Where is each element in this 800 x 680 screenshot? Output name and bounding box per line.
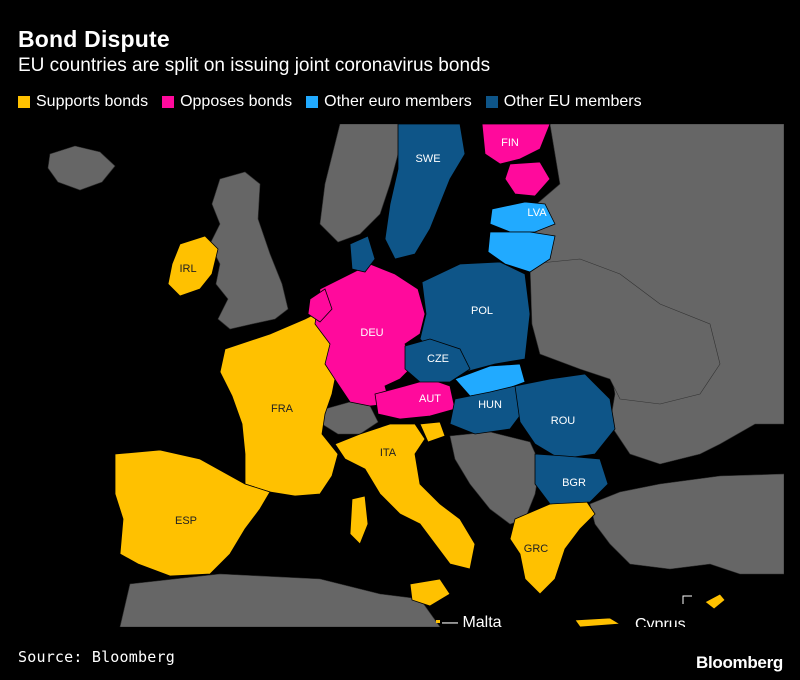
legend: Supports bonds Opposes bonds Other euro … [18,93,656,111]
country-grc-crete [574,617,622,627]
country-cze [404,338,471,383]
country-ita-sardinia [349,495,369,545]
country-est [504,161,551,197]
label-pol: POL [471,305,493,317]
country-nld [307,288,333,323]
country-slo-hrv [419,421,446,443]
legend-swatch-other-euro [306,96,319,108]
legend-item-supports: Supports bonds [18,93,148,111]
legend-item-other-euro: Other euro members [306,93,472,111]
label-bgr: BGR [562,477,586,489]
legend-item-opposes: Opposes bonds [162,93,292,111]
country-deu [314,263,426,407]
non-eu-switzerland [321,401,379,435]
label-grc: GRC [524,543,549,555]
country-swe [384,124,466,260]
legend-label-other-eu: Other EU members [503,93,642,110]
callout-malta: — Malta [442,614,502,627]
chart-title: Bond Dispute [18,26,170,52]
country-hun [449,385,526,435]
non-eu-uk [209,171,289,330]
label-lva: LVA [527,207,547,219]
non-eu-ukraine [529,258,721,405]
label-rou: ROU [551,415,576,427]
country-ita-sicily [409,578,451,607]
callout-cyprus-line [682,595,692,604]
label-hun: HUN [478,399,502,411]
country-rou [514,373,616,460]
legend-item-other-eu: Other EU members [485,93,642,111]
non-eu-balkans [449,431,541,525]
non-eu-africa [119,573,441,627]
legend-swatch-other-eu [485,96,498,108]
legend-label-other-euro: Other euro members [324,93,472,110]
country-lva [489,201,556,233]
europe-map: IRL FRA ESP ITA GRC DEU AUT FIN LVA SWE … [47,124,784,627]
legend-swatch-opposes [162,96,175,108]
label-deu: DEU [360,327,383,339]
legend-swatch-supports [18,96,30,108]
country-irl [167,235,219,297]
label-swe: SWE [415,153,440,165]
chart-subtitle: EU countries are split on issuing joint … [18,55,491,76]
country-dnk [349,235,376,273]
bloomberg-logo: Bloomberg [695,653,783,672]
label-cze: CZE [427,353,449,365]
non-eu-turkey [589,473,784,575]
country-ita [334,423,476,570]
label-aut: AUT [419,393,441,405]
label-esp: ESP [175,515,197,527]
country-bgr [534,453,609,505]
country-ltu [487,231,556,273]
label-irl: IRL [179,263,196,275]
callout-cyprus: Cyprus [635,616,686,627]
source-note: Source: Bloomberg [18,648,175,666]
label-ita: ITA [380,447,397,459]
label-fra: FRA [271,403,294,415]
country-mlt [436,620,440,623]
country-fin [481,124,551,165]
country-cyp [704,593,726,610]
country-esp [114,449,271,577]
legend-label-opposes: Opposes bonds [180,93,293,110]
legend-label-supports: Supports bonds [36,93,149,110]
label-fin: FIN [501,137,519,149]
non-eu-iceland [47,145,116,191]
